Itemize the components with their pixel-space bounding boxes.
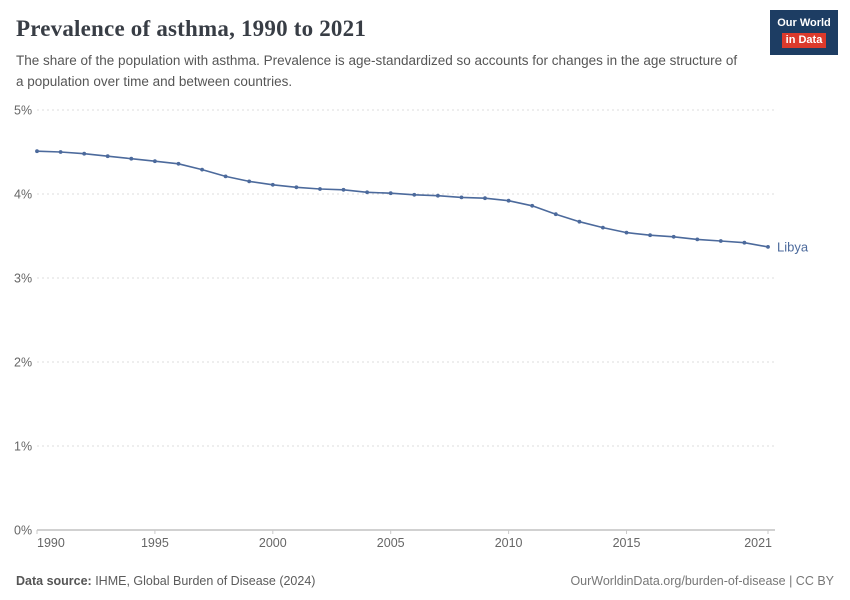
y-axis-tick-label: 4%: [14, 188, 32, 202]
data-point-marker: [318, 187, 322, 191]
data-point-marker: [294, 185, 299, 190]
line-chart: 0% 1% 2% 3% 4% 5% 1990 1995 2000 2005 2010 2015 2021…: [14, 104, 809, 551]
data-point-marker: [176, 161, 181, 166]
data-point-marker: [742, 240, 747, 245]
chart-subtitle: The share of the population with asthma.…: [16, 53, 738, 89]
y-axis-tick-label: 2%: [14, 356, 32, 370]
data-source: Data source: IHME, Global Burden of Dise…: [16, 574, 315, 588]
data-point-marker: [483, 196, 487, 201]
x-axis-tick-label: 2015: [613, 536, 641, 550]
data-point-marker: [695, 237, 700, 242]
data-point-marker: [388, 191, 393, 196]
data-point-marker: [153, 159, 157, 164]
x-axis-tick-label: 2005: [377, 536, 405, 550]
data-point-marker: [766, 245, 770, 249]
y-axis-tick-label: 3%: [14, 272, 32, 286]
data-point-marker: [200, 167, 205, 172]
data-point-marker: [436, 193, 440, 198]
y-axis-tick-label: 0%: [14, 524, 32, 538]
x-axis-tick-label: 2000: [259, 536, 287, 550]
owid-logo[interactable]: Our World in Data: [770, 10, 838, 56]
chart-footer: Data source: IHME, Global Burden of Dise…: [16, 574, 834, 588]
chart-title: Prevalence of asthma, 1990 to 2021: [16, 16, 367, 41]
data-point-marker: [129, 156, 134, 161]
data-point-marker: [624, 230, 629, 235]
data-point-marker: [35, 149, 39, 154]
data-point-marker: [270, 182, 275, 187]
owid-logo-line1: Our World: [777, 17, 831, 29]
data-source-label: Data source:: [16, 574, 92, 588]
series-line: [36, 150, 769, 248]
data-point-marker: [223, 174, 228, 179]
data-point-marker: [601, 225, 605, 230]
data-point-marker: [671, 234, 676, 239]
footer-link[interactable]: OurWorldinData.org/burden-of-disease | C…: [570, 574, 834, 588]
data-point-marker: [365, 190, 369, 195]
data-point-marker: [105, 154, 110, 159]
series-end-label: Libya: [777, 239, 809, 254]
data-point-marker: [718, 239, 723, 243]
x-axis-tick-label: 2010: [495, 536, 523, 550]
data-point-marker: [648, 233, 652, 238]
chart-header: Prevalence of asthma, 1990 to 2021 Our W…: [0, 0, 850, 93]
y-axis-tick-label: 5%: [14, 104, 32, 118]
y-axis-tick-label: 1%: [14, 440, 32, 454]
data-point-marker: [341, 187, 346, 192]
data-point-marker: [412, 192, 417, 197]
data-point-marker: [459, 195, 464, 200]
data-point-marker: [530, 203, 535, 208]
owid-logo-line2: in Data: [781, 33, 827, 48]
data-point-marker: [58, 150, 63, 154]
data-point-marker: [247, 179, 252, 184]
data-point-marker: [82, 151, 87, 156]
data-point-marker: [553, 212, 558, 217]
data-source-text: IHME, Global Burden of Disease (2024): [91, 574, 316, 588]
x-axis-tick-label: 2021: [744, 536, 772, 550]
data-point-marker: [577, 219, 582, 224]
x-axis-tick-label: 1990: [37, 536, 65, 550]
x-axis-tick-label: 1995: [141, 536, 169, 550]
data-point-marker: [506, 198, 511, 203]
